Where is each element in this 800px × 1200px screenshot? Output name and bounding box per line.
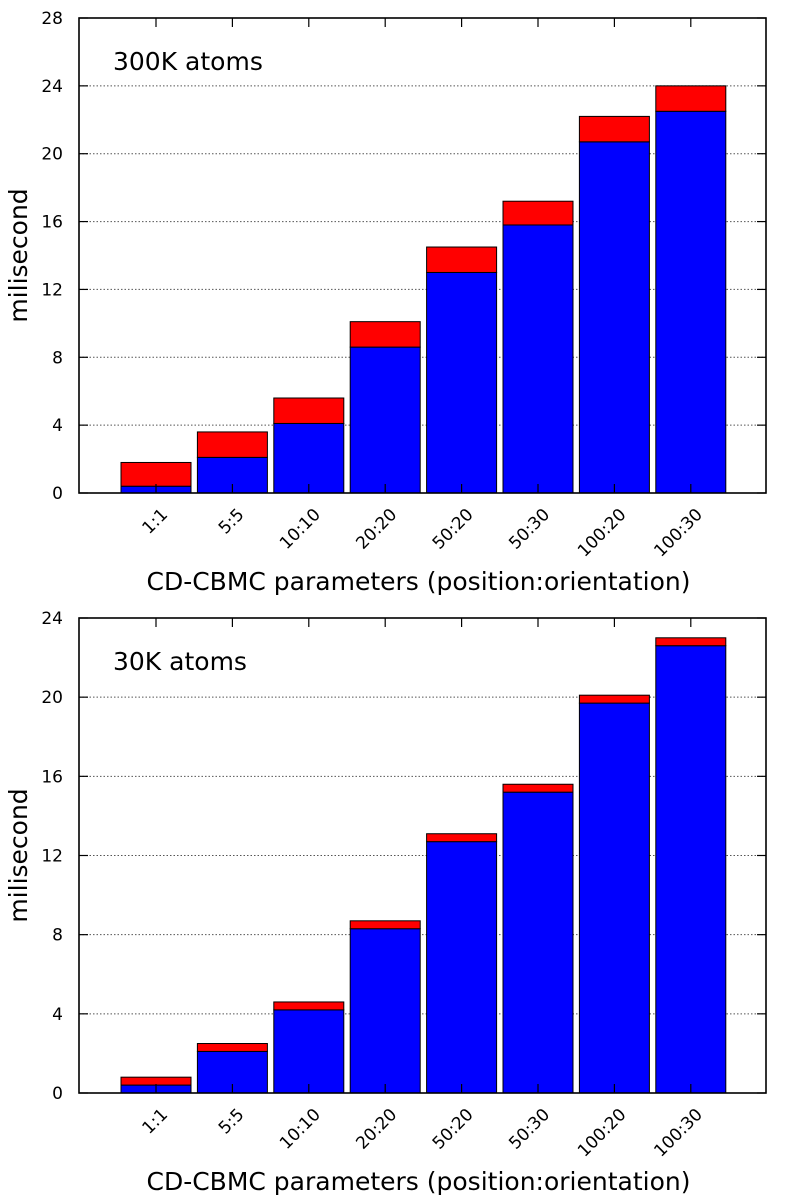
bar-100-20-segment-1: [578, 115, 650, 143]
x-tick-label: 100:30: [650, 1105, 706, 1161]
bar-100-20-segment-0: [578, 702, 650, 1094]
y-tick-label: 20: [41, 688, 63, 708]
y-tick-label: 16: [41, 767, 63, 787]
bar-100-30-segment-1: [655, 637, 727, 647]
bar-50-30-segment-0: [502, 791, 574, 1094]
y-tick-label: 8: [52, 348, 63, 368]
chart-annotation: 30K atoms: [113, 647, 247, 676]
bar-50-20-segment-1: [426, 833, 498, 843]
bar-100-20-segment-0: [578, 141, 650, 494]
y-tick-label: 28: [41, 9, 63, 29]
chart-panel-300k: 0 4 8 12 16 20 24 28 1:1 5:5 10:10 20:20 50:20 50:30 1…: [4, 9, 767, 596]
y-tick-label: 20: [41, 145, 63, 165]
bar-50-30-segment-1: [502, 783, 574, 793]
y-axis-title: milisecond: [4, 188, 33, 322]
bar-50-20-segment-1: [426, 246, 498, 273]
x-tick-label: 10:10: [276, 1105, 325, 1154]
bar-50-30-segment-1: [502, 200, 574, 226]
y-tick-label: 12: [41, 847, 63, 867]
y-tick-label: 12: [41, 280, 63, 300]
x-tick-label: 5:5: [215, 1105, 248, 1138]
bar-100-30-segment-0: [655, 110, 727, 494]
y-axis-title: milisecond: [4, 788, 33, 922]
bar-20-20-segment-0: [349, 928, 421, 1094]
x-tick-label: 100:30: [650, 505, 706, 561]
x-tick-label: 1:1: [139, 1105, 172, 1138]
bar-50-20-segment-0: [426, 841, 498, 1094]
x-axis-title: CD-CBMC parameters (position:orientation…: [147, 567, 691, 596]
y-tick-label: 8: [52, 926, 63, 946]
bar-100-30-segment-1: [655, 85, 727, 112]
bar-10-10-segment-0: [273, 1009, 345, 1094]
bar-5-5-segment-1: [196, 1043, 268, 1052]
x-tick-label: 100:20: [574, 1105, 630, 1161]
y-tick-label: 0: [52, 484, 63, 504]
y-tick-label: 4: [52, 416, 63, 436]
bar-1-1-segment-1: [120, 1076, 192, 1086]
y-tick-label: 4: [52, 1005, 63, 1025]
chart-annotation: 300K atoms: [113, 47, 263, 76]
y-tick-label: 24: [41, 609, 63, 629]
y-tick-label: 0: [52, 1084, 63, 1104]
x-tick-label: 10:10: [276, 505, 325, 554]
bar-20-20-segment-1: [349, 321, 421, 348]
chart-panel-30k: 0 4 8 12 16 20 24 1:1 5:5 10:10 20:20 50:20 50:30 100…: [4, 609, 767, 1196]
x-axis-title: CD-CBMC parameters (position:orientation…: [147, 1167, 691, 1196]
plot-frame: [78, 617, 767, 1094]
x-tick-label: 50:20: [429, 1105, 478, 1154]
x-tick-label: 100:20: [574, 505, 630, 561]
y-tick-label: 24: [41, 77, 63, 97]
x-tick-label: 1:1: [139, 505, 172, 538]
bar-1-1-segment-1: [120, 461, 192, 487]
bar-100-20-segment-1: [578, 694, 650, 704]
bar-5-5-segment-1: [196, 431, 268, 458]
x-tick-label: 20:20: [352, 505, 401, 554]
x-tick-label: 5:5: [215, 505, 248, 538]
bar-50-20-segment-0: [426, 271, 498, 494]
plot-frame: [78, 17, 767, 494]
bar-50-30-segment-0: [502, 224, 574, 494]
bar-20-20-segment-0: [349, 346, 421, 494]
bar-100-30-segment-0: [655, 645, 727, 1094]
bar-10-10-segment-1: [273, 1001, 345, 1011]
x-tick-label: 50:30: [505, 1105, 554, 1154]
x-tick-label: 50:20: [429, 505, 478, 554]
bar-10-10-segment-0: [273, 422, 345, 494]
x-tick-label: 50:30: [505, 505, 554, 554]
y-tick-label: 16: [41, 213, 63, 233]
bar-10-10-segment-1: [273, 397, 345, 424]
bar-20-20-segment-1: [349, 920, 421, 930]
x-tick-label: 20:20: [352, 1105, 401, 1154]
